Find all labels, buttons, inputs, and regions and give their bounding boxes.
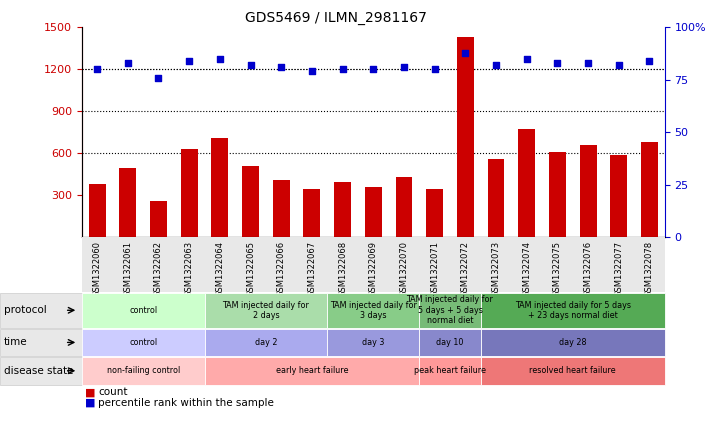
Text: peak heart failure: peak heart failure <box>414 366 486 375</box>
Text: GSM1322073: GSM1322073 <box>491 241 501 297</box>
Text: ■: ■ <box>85 398 96 408</box>
Text: GSM1322065: GSM1322065 <box>246 241 255 297</box>
Bar <box>641 142 658 237</box>
Text: non-failing control: non-failing control <box>107 366 180 375</box>
Text: early heart failure: early heart failure <box>276 366 348 375</box>
Text: day 3: day 3 <box>362 338 385 347</box>
Bar <box>426 190 443 237</box>
Text: GSM1322064: GSM1322064 <box>215 241 225 297</box>
Text: GSM1322076: GSM1322076 <box>584 241 592 297</box>
Point <box>459 49 471 56</box>
Point <box>122 60 134 66</box>
Bar <box>549 152 566 237</box>
Bar <box>488 159 505 237</box>
Point <box>552 60 563 66</box>
Bar <box>211 138 228 237</box>
Bar <box>304 190 321 237</box>
Point <box>398 64 410 71</box>
Text: disease state: disease state <box>4 366 73 376</box>
Text: ■: ■ <box>85 387 96 397</box>
Point <box>306 68 318 75</box>
Text: TAM injected daily for 5 days
+ 23 days normal diet: TAM injected daily for 5 days + 23 days … <box>515 301 631 320</box>
Text: percentile rank within the sample: percentile rank within the sample <box>98 398 274 408</box>
Text: day 28: day 28 <box>559 338 587 347</box>
Point <box>368 66 379 73</box>
Bar <box>334 182 351 237</box>
Text: GSM1322066: GSM1322066 <box>277 241 286 297</box>
Text: GSM1322061: GSM1322061 <box>123 241 132 297</box>
Bar <box>181 149 198 237</box>
Text: GSM1322075: GSM1322075 <box>553 241 562 297</box>
Point <box>214 55 225 62</box>
Text: GDS5469 / ILMN_2981167: GDS5469 / ILMN_2981167 <box>245 11 427 25</box>
Point <box>491 62 502 69</box>
Point <box>429 66 440 73</box>
Text: control: control <box>129 306 157 315</box>
Bar <box>518 129 535 237</box>
Text: GSM1322062: GSM1322062 <box>154 241 163 297</box>
Text: protocol: protocol <box>4 305 46 315</box>
Text: GSM1322077: GSM1322077 <box>614 241 624 297</box>
Bar <box>457 37 474 237</box>
Point <box>276 64 287 71</box>
Text: day 10: day 10 <box>437 338 464 347</box>
Text: day 2: day 2 <box>255 338 277 347</box>
Text: GSM1322074: GSM1322074 <box>522 241 531 297</box>
Point <box>92 66 103 73</box>
Text: TAM injected daily for
3 days: TAM injected daily for 3 days <box>330 301 417 320</box>
Bar <box>89 184 105 237</box>
Point <box>521 55 533 62</box>
Text: GSM1322068: GSM1322068 <box>338 241 347 297</box>
Bar <box>82 237 665 292</box>
Text: GSM1322060: GSM1322060 <box>92 241 102 297</box>
Text: TAM injected daily for
5 days + 5 days
normal diet: TAM injected daily for 5 days + 5 days n… <box>407 295 493 325</box>
Text: GSM1322070: GSM1322070 <box>400 241 408 297</box>
Bar <box>395 177 412 237</box>
Text: count: count <box>98 387 127 397</box>
Bar <box>365 187 382 237</box>
Point <box>582 60 594 66</box>
Text: resolved heart failure: resolved heart failure <box>530 366 616 375</box>
Bar <box>273 180 289 237</box>
Point <box>643 58 655 64</box>
Text: control: control <box>129 338 157 347</box>
Point <box>183 58 195 64</box>
Text: TAM injected daily for
2 days: TAM injected daily for 2 days <box>223 301 309 320</box>
Point <box>153 74 164 81</box>
Text: GSM1322069: GSM1322069 <box>369 241 378 297</box>
Bar <box>242 166 259 237</box>
Text: GSM1322072: GSM1322072 <box>461 241 470 297</box>
Point <box>337 66 348 73</box>
Bar <box>579 145 597 237</box>
Bar <box>119 168 137 237</box>
Point <box>245 62 256 69</box>
Text: time: time <box>4 338 27 347</box>
Bar <box>150 201 167 237</box>
Text: GSM1322067: GSM1322067 <box>307 241 316 297</box>
Text: GSM1322063: GSM1322063 <box>185 241 193 297</box>
Bar <box>610 154 627 237</box>
Text: GSM1322078: GSM1322078 <box>645 241 654 297</box>
Text: GSM1322071: GSM1322071 <box>430 241 439 297</box>
Point <box>613 62 624 69</box>
